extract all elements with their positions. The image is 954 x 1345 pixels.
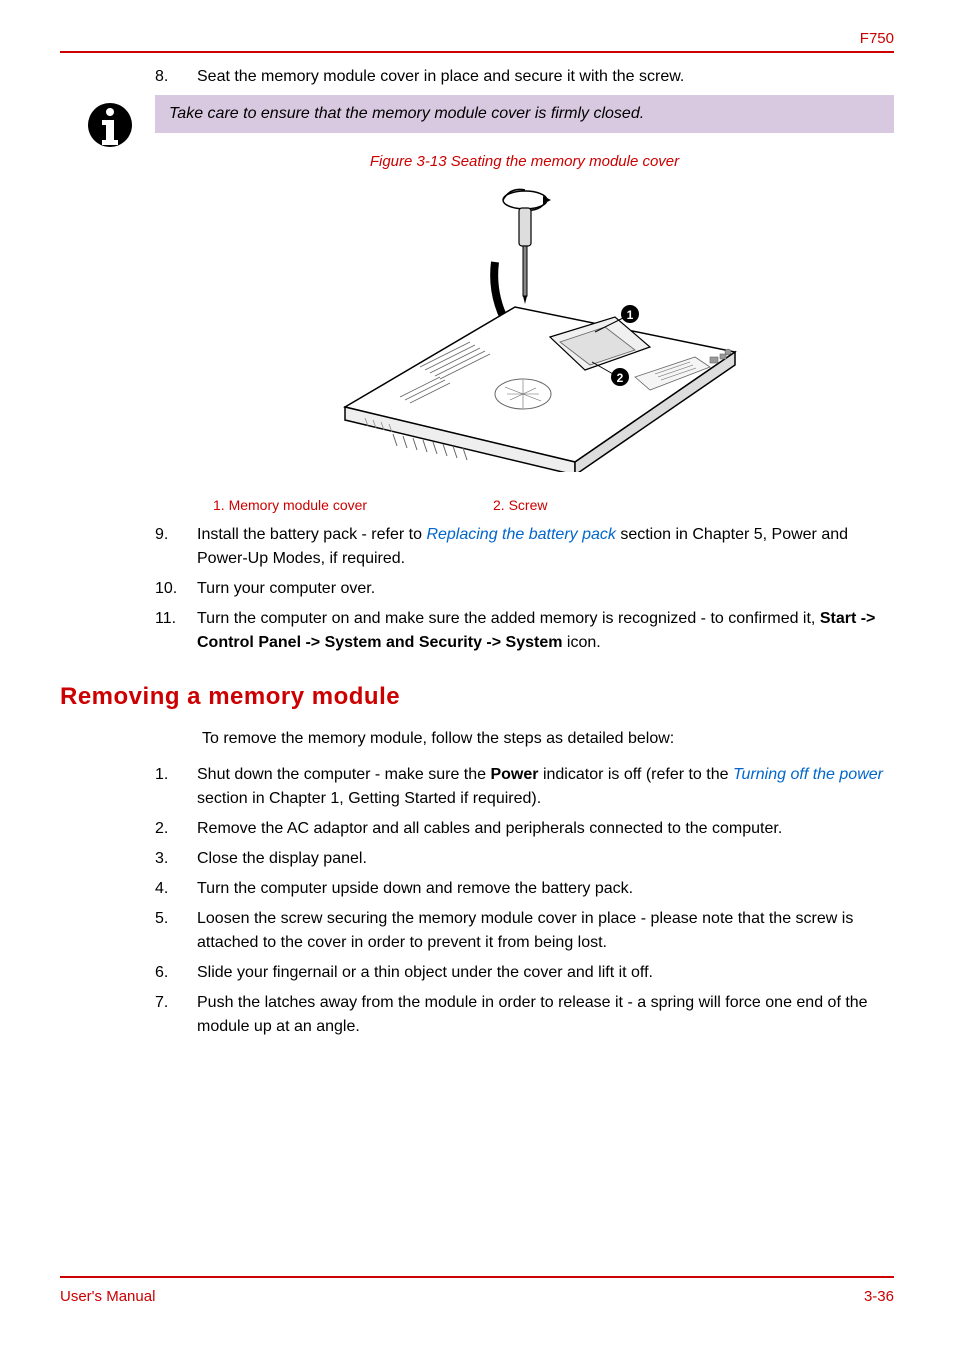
figure-legend: 1. Memory module cover 2. Screw [155, 497, 894, 513]
step-num: 11. [155, 607, 197, 655]
step-text: Seat the memory module cover in place an… [197, 65, 894, 89]
step-num: 7. [155, 991, 197, 1039]
footer: User's Manual 3-36 [60, 1276, 894, 1305]
footer-rule [60, 1276, 894, 1278]
laptop-diagram: 1 2 [295, 182, 755, 472]
remove-step-4: 4. Turn the computer upside down and rem… [155, 877, 894, 901]
footer-page-number: 3-36 [864, 1288, 894, 1305]
step-9: 9. Install the battery pack - refer to R… [155, 523, 894, 571]
step-num: 8. [155, 65, 197, 89]
step-text: Loosen the screw securing the memory mod… [197, 907, 894, 955]
step-text: Turn your computer over. [197, 577, 894, 601]
step-11: 11. Turn the computer on and make sure t… [155, 607, 894, 655]
step-num: 5. [155, 907, 197, 955]
section-heading-removing: Removing a memory module [60, 683, 894, 711]
step-text: Shut down the computer - make sure the P… [197, 763, 894, 811]
link-replacing-battery[interactable]: Replacing the battery pack [426, 526, 615, 543]
remove-step-1: 1. Shut down the computer - make sure th… [155, 763, 894, 811]
remove-step-6: 6. Slide your fingernail or a thin objec… [155, 961, 894, 985]
step-text: Turn the computer on and make sure the a… [197, 607, 894, 655]
removing-content: To remove the memory module, follow the … [155, 727, 894, 1039]
info-icon [85, 100, 135, 150]
step-text: Push the latches away from the module in… [197, 991, 894, 1039]
step-num: 3. [155, 847, 197, 871]
intro-text: To remove the memory module, follow the … [202, 727, 894, 751]
link-turning-off-power[interactable]: Turning off the power [733, 766, 883, 783]
svg-text:2: 2 [616, 371, 623, 385]
figure-image: 1 2 [155, 182, 894, 477]
note-box: Take care to ensure that the memory modu… [155, 95, 894, 133]
remove-step-7: 7. Push the latches away from the module… [155, 991, 894, 1039]
step-text: Turn the computer upside down and remove… [197, 877, 894, 901]
step-text: Install the battery pack - refer to Repl… [197, 523, 894, 571]
step-num: 10. [155, 577, 197, 601]
figure-caption: Figure 3-13 Seating the memory module co… [155, 153, 894, 170]
step-text: Remove the AC adaptor and all cables and… [197, 817, 894, 841]
remove-step-2: 2. Remove the AC adaptor and all cables … [155, 817, 894, 841]
step-num: 9. [155, 523, 197, 571]
svg-text:1: 1 [626, 308, 633, 322]
legend-2: 2. Screw [493, 497, 547, 513]
header-model: F750 [60, 30, 894, 47]
note-text: Take care to ensure that the memory modu… [169, 105, 644, 122]
step-num: 4. [155, 877, 197, 901]
remove-step-3: 3. Close the display panel. [155, 847, 894, 871]
top-rule [60, 51, 894, 53]
main-content: 8. Seat the memory module cover in place… [155, 65, 894, 655]
legend-1: 1. Memory module cover [213, 497, 493, 513]
remove-step-5: 5. Loosen the screw securing the memory … [155, 907, 894, 955]
step-text: Close the display panel. [197, 847, 894, 871]
step-text: Slide your fingernail or a thin object u… [197, 961, 894, 985]
step-8: 8. Seat the memory module cover in place… [155, 65, 894, 89]
step-num: 2. [155, 817, 197, 841]
step-num: 1. [155, 763, 197, 811]
footer-left: User's Manual [60, 1288, 155, 1305]
step-10: 10. Turn your computer over. [155, 577, 894, 601]
step-num: 6. [155, 961, 197, 985]
